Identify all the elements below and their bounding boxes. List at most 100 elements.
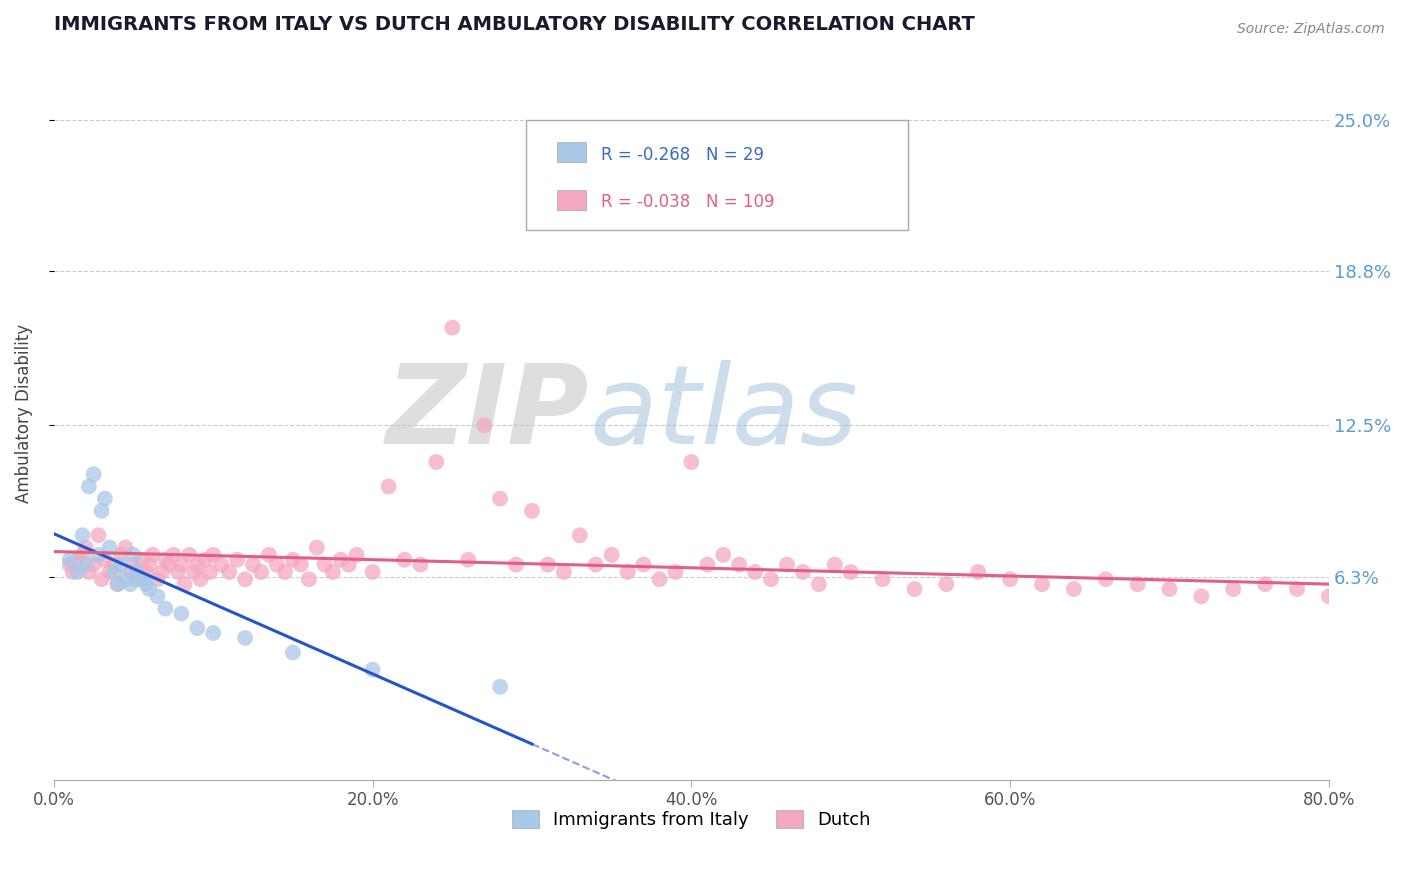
Point bbox=[967, 565, 990, 579]
Point bbox=[520, 504, 543, 518]
Point bbox=[135, 565, 157, 579]
Point bbox=[110, 558, 132, 572]
Point bbox=[131, 552, 153, 566]
Point bbox=[824, 558, 846, 572]
Point bbox=[98, 565, 121, 579]
Point bbox=[114, 541, 136, 555]
Point bbox=[190, 572, 212, 586]
FancyBboxPatch shape bbox=[526, 120, 908, 230]
Point bbox=[1189, 590, 1212, 604]
Text: R = -0.268   N = 29: R = -0.268 N = 29 bbox=[600, 145, 763, 163]
Point bbox=[568, 528, 591, 542]
Point bbox=[90, 572, 112, 586]
Point bbox=[179, 548, 201, 562]
Bar bbox=[558, 190, 585, 211]
Point bbox=[585, 558, 607, 572]
Point bbox=[72, 548, 94, 562]
Point bbox=[131, 572, 153, 586]
Point bbox=[1350, 597, 1372, 611]
Point bbox=[337, 558, 360, 572]
Point bbox=[107, 577, 129, 591]
Point bbox=[1159, 582, 1181, 596]
Point bbox=[457, 552, 479, 566]
Point bbox=[1031, 577, 1053, 591]
Point bbox=[489, 680, 512, 694]
Point bbox=[759, 572, 782, 586]
Point bbox=[155, 601, 177, 615]
Point bbox=[648, 572, 671, 586]
Point bbox=[776, 558, 799, 572]
Point bbox=[305, 541, 328, 555]
Point bbox=[77, 479, 100, 493]
Point bbox=[807, 577, 830, 591]
Point bbox=[616, 565, 638, 579]
Point bbox=[1063, 582, 1085, 596]
Point bbox=[66, 565, 89, 579]
Point bbox=[233, 572, 256, 586]
Point bbox=[83, 558, 105, 572]
Point bbox=[138, 558, 160, 572]
Point bbox=[553, 565, 575, 579]
Point bbox=[329, 552, 352, 566]
Point bbox=[664, 565, 686, 579]
Point bbox=[600, 548, 623, 562]
Point bbox=[242, 558, 264, 572]
Point bbox=[290, 558, 312, 572]
Point bbox=[75, 558, 97, 572]
Point bbox=[122, 558, 145, 572]
Point bbox=[633, 558, 655, 572]
Point bbox=[505, 558, 527, 572]
Point bbox=[346, 548, 368, 562]
Point bbox=[425, 455, 447, 469]
Point bbox=[226, 552, 249, 566]
Point bbox=[472, 418, 495, 433]
Point bbox=[202, 626, 225, 640]
Point bbox=[489, 491, 512, 506]
Point bbox=[728, 558, 751, 572]
Point bbox=[138, 582, 160, 596]
Point bbox=[218, 565, 240, 579]
Point bbox=[87, 548, 110, 562]
Point bbox=[696, 558, 718, 572]
Y-axis label: Ambulatory Disability: Ambulatory Disability bbox=[15, 324, 32, 503]
Point bbox=[441, 320, 464, 334]
Point bbox=[135, 577, 157, 591]
Point bbox=[1381, 590, 1403, 604]
Point bbox=[998, 572, 1021, 586]
Point bbox=[314, 558, 336, 572]
Bar bbox=[558, 142, 585, 162]
Point bbox=[681, 455, 703, 469]
Point bbox=[90, 504, 112, 518]
Point bbox=[110, 548, 132, 562]
Point bbox=[298, 572, 321, 586]
Point bbox=[125, 565, 148, 579]
Point bbox=[209, 558, 232, 572]
Point bbox=[322, 565, 344, 579]
Point bbox=[162, 548, 184, 562]
Point bbox=[202, 548, 225, 562]
Point bbox=[186, 558, 208, 572]
Point bbox=[72, 528, 94, 542]
Text: IMMIGRANTS FROM ITALY VS DUTCH AMBULATORY DISABILITY CORRELATION CHART: IMMIGRANTS FROM ITALY VS DUTCH AMBULATOR… bbox=[53, 15, 974, 34]
Point bbox=[903, 582, 925, 596]
Point bbox=[377, 479, 399, 493]
Point bbox=[170, 558, 193, 572]
Point bbox=[233, 631, 256, 645]
Point bbox=[744, 565, 766, 579]
Point bbox=[122, 548, 145, 562]
Point bbox=[792, 565, 814, 579]
Point bbox=[1094, 572, 1116, 586]
Point bbox=[83, 467, 105, 482]
Text: ZIP: ZIP bbox=[385, 359, 589, 467]
Point bbox=[250, 565, 273, 579]
Point bbox=[66, 552, 89, 566]
Point bbox=[146, 572, 169, 586]
Point bbox=[183, 565, 205, 579]
Point bbox=[1285, 582, 1308, 596]
Point bbox=[361, 565, 384, 579]
Point bbox=[150, 565, 173, 579]
Point bbox=[107, 577, 129, 591]
Point bbox=[257, 548, 280, 562]
Point bbox=[155, 552, 177, 566]
Point bbox=[281, 646, 304, 660]
